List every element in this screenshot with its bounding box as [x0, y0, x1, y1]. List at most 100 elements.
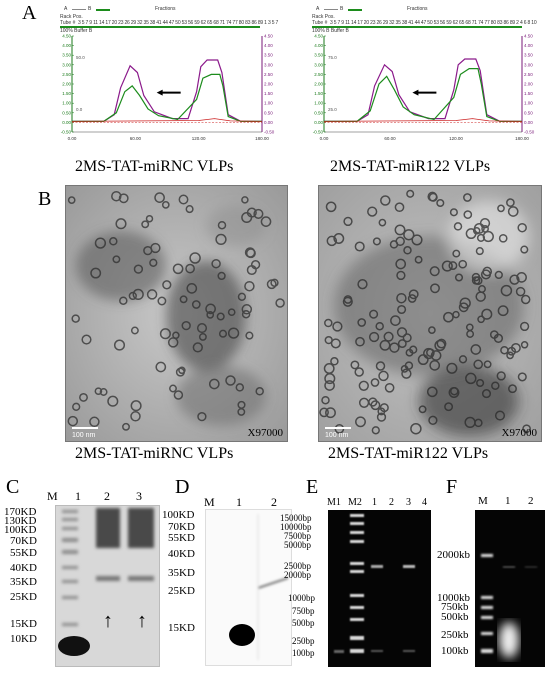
marker-label: 2000kb	[437, 549, 470, 561]
vlp-particle	[404, 361, 414, 370]
vlp-particle	[241, 196, 249, 204]
vlp-particle	[155, 361, 167, 373]
vlp-particle	[396, 327, 408, 338]
vlp-particle	[197, 411, 207, 422]
vlp-particle	[454, 273, 464, 282]
marker-label: 70KD	[168, 521, 195, 533]
lane-label: M	[204, 495, 215, 509]
vlp-particle	[241, 309, 251, 319]
chart-caption-1: 2MS-TAT-miRNC VLPs	[75, 158, 234, 175]
vlp-particle	[350, 360, 360, 370]
vlp-particle	[333, 233, 345, 244]
vlp-particle	[132, 288, 144, 301]
vlp-particle	[357, 318, 367, 327]
vlp-particle	[325, 407, 336, 419]
y-tick-right: 4.00	[524, 43, 533, 48]
lane-label: 2	[271, 495, 277, 509]
gel-bands	[481, 554, 537, 658]
vlp-particle	[480, 269, 492, 280]
y-tick-right: -0.50	[264, 130, 275, 135]
y-tick-left: 3.50	[314, 53, 323, 58]
y-tick-left: 0.50	[314, 110, 323, 115]
vlp-particle	[270, 278, 279, 287]
y-tick-left: 0.50	[62, 110, 71, 115]
vlp-particle	[216, 312, 225, 321]
x-tick-label: 120.00	[449, 136, 463, 141]
panel-label-f: F	[446, 476, 458, 498]
marker-label: 15KD	[10, 618, 37, 630]
y-tick-right: 3.00	[524, 62, 533, 67]
y-tick-left: 3.50	[62, 53, 71, 58]
marker-label: 1000kb	[437, 592, 470, 604]
marker-label: 40KD	[168, 548, 195, 560]
particle-cluster	[76, 206, 266, 426]
lane-label: M	[47, 489, 58, 503]
vlp-particle	[130, 326, 139, 335]
vlp-particle	[444, 402, 454, 412]
vlp-particle	[255, 387, 264, 396]
y-tick-right: 2.00	[524, 82, 533, 87]
vlp-particle	[196, 323, 208, 334]
buffer-line	[60, 26, 260, 28]
vlp-particle	[149, 258, 158, 267]
panel-label-b: B	[38, 188, 52, 210]
vlp-particle	[162, 280, 172, 290]
vlp-particle	[173, 390, 184, 400]
y-tick-left: 2.50	[314, 72, 323, 77]
marker-label: 250kb	[441, 629, 469, 641]
y-tick-right: 0.50	[524, 110, 533, 115]
vlp-particle	[459, 297, 471, 309]
vlp-particle	[436, 198, 445, 208]
sds-page-gel: ↑ ↑	[55, 505, 160, 667]
vlp-particle	[473, 359, 484, 370]
vlp-particle	[67, 415, 79, 427]
vlp-particle	[150, 242, 161, 254]
vlp-particle	[324, 380, 335, 391]
vlp-particle	[94, 387, 103, 396]
vlp-particle	[260, 216, 272, 227]
vlp-particles	[67, 190, 285, 431]
vlp-particle	[436, 338, 447, 349]
x-tick-label: 60.00	[384, 136, 396, 141]
vlp-particle	[410, 422, 422, 435]
agarose-gel-e	[328, 510, 431, 667]
em-micrograph	[319, 186, 541, 441]
vlp-particle	[395, 258, 407, 270]
scale-bar	[325, 427, 351, 429]
vlp-particle	[470, 344, 482, 355]
vlp-particle	[489, 330, 499, 339]
vlp-particle	[133, 264, 144, 274]
vlp-particle	[325, 201, 337, 213]
vlp-particle	[130, 400, 142, 412]
vlp-particle	[118, 193, 129, 204]
vlp-particle	[67, 196, 76, 204]
vlp-particle	[380, 195, 391, 206]
vlp-particle	[326, 235, 338, 247]
tube-numbers: 3 5 7 9 11 14 17 20 23 26 29 32 35 38 41…	[78, 20, 279, 26]
rack-label: Rack Pos.	[60, 14, 83, 20]
marker-label: 25KD	[10, 591, 37, 603]
vlp-particle	[192, 342, 203, 353]
vlp-particle	[354, 367, 364, 377]
marker-label: 100bp	[292, 648, 315, 658]
vlp-particle	[510, 342, 521, 353]
legend-a-label: A	[316, 6, 320, 12]
lane-label: 2	[528, 495, 534, 507]
inner-scale-label: 25.0	[328, 107, 337, 112]
vlp-particle	[516, 272, 527, 283]
vlp-particle	[330, 357, 339, 366]
vlp-particle	[466, 330, 475, 338]
fractions-label: Fractions	[407, 6, 428, 12]
green-trace	[72, 73, 262, 122]
marker-label: 15KD	[168, 622, 195, 634]
vlp-particle	[494, 410, 506, 421]
vlp-particle	[225, 375, 236, 386]
vlp-particle	[275, 298, 285, 308]
y-tick-left: 0.00	[62, 120, 71, 125]
vlp-particle	[109, 237, 118, 246]
arrow-head-icon	[412, 89, 419, 96]
lane-label: M2	[348, 497, 362, 508]
vlp-particle	[408, 289, 419, 300]
vlp-particle	[186, 283, 198, 294]
vlp-particle	[130, 411, 141, 422]
